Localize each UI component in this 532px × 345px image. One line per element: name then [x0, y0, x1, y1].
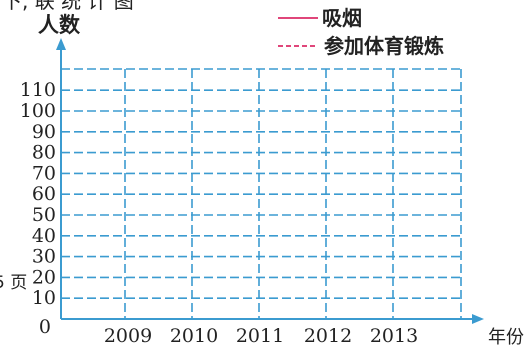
- grid: [61, 68, 462, 319]
- x-tick-label: 2011: [236, 325, 284, 345]
- x-tick-label: 2013: [370, 325, 418, 345]
- x-axis-arrow: [472, 314, 484, 324]
- x-tick-label: 2012: [304, 325, 352, 345]
- y-tick-label: 30: [32, 246, 56, 268]
- y-tick-label: 10: [32, 287, 56, 309]
- y-tick-label: 40: [32, 225, 56, 247]
- legend: 吸烟 参加体育锻炼: [278, 6, 444, 58]
- y-tick-label: 110: [20, 79, 56, 101]
- x-axis-label: 年份: [488, 327, 524, 345]
- y-tick-label: 90: [32, 121, 56, 143]
- y-tick-label: 0: [39, 316, 51, 338]
- legend-exercise-label: 参加体育锻炼: [324, 34, 444, 58]
- y-tick-label: 70: [32, 162, 56, 184]
- x-tick-label: 2009: [104, 325, 152, 345]
- page-fragment-top-left: 下, 联 统 计 图: [2, 0, 134, 13]
- axes: [56, 38, 484, 324]
- y-tick-label: 20: [32, 266, 56, 288]
- y-axis-arrow: [56, 38, 66, 50]
- y-tick-label: 60: [32, 183, 56, 205]
- x-tick-label: 2010: [170, 325, 218, 345]
- legend-smoking-label: 吸烟: [322, 6, 362, 30]
- y-tick-label: 50: [32, 204, 56, 226]
- y-axis-label: 人数: [38, 13, 81, 37]
- x-tick-labels: 2009 2010 2011 2012 2013: [104, 325, 418, 345]
- y-tick-label: 100: [20, 100, 56, 122]
- y-tick-label: 80: [32, 142, 56, 164]
- page-fragment-left-edge: 5 页: [0, 273, 27, 293]
